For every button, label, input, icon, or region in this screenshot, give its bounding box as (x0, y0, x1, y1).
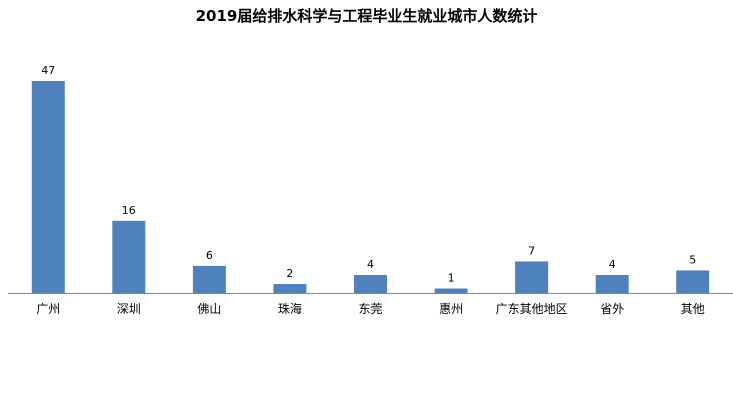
bar-8 (676, 270, 710, 293)
category-label-1: 深圳 (117, 302, 141, 316)
bars-group (31, 81, 710, 293)
category-label-0: 广州 (36, 302, 60, 316)
bar-3 (273, 284, 307, 293)
category-label-3: 珠海 (278, 301, 302, 316)
bar-1 (112, 220, 146, 293)
category-label-6: 广东其他地区 (496, 302, 568, 316)
data-label-0: 47 (41, 64, 55, 77)
bar-6 (515, 261, 549, 293)
data-label-1: 16 (122, 204, 136, 217)
data-label-4: 4 (367, 258, 374, 271)
category-label-4: 东莞 (358, 302, 382, 316)
category-label-5: 惠州 (439, 302, 463, 316)
data-label-5: 1 (448, 272, 455, 285)
data-label-8: 5 (689, 253, 696, 266)
bar-2 (192, 265, 226, 293)
data-label-6: 7 (528, 244, 535, 257)
data-labels-group: 47 16 6 2 4 1 7 4 5 (41, 64, 696, 285)
bar-0 (31, 81, 65, 293)
bar-7 (595, 275, 629, 293)
chart-title: 2019届给排水科学与工程毕业生就业城市人数统计 (195, 7, 538, 25)
data-label-2: 6 (206, 249, 213, 262)
category-label-7: 省外 (600, 302, 624, 316)
category-label-8: 其他 (681, 302, 705, 316)
category-label-2: 佛山 (197, 302, 221, 316)
data-label-3: 2 (286, 267, 293, 280)
bar-4 (354, 275, 387, 293)
data-label-7: 4 (609, 258, 616, 271)
bar-5 (434, 288, 468, 293)
category-tick-labels: 广州 深圳 佛山 珠海 东莞 惠州 广东其他地区 省外 其他 (36, 301, 704, 316)
